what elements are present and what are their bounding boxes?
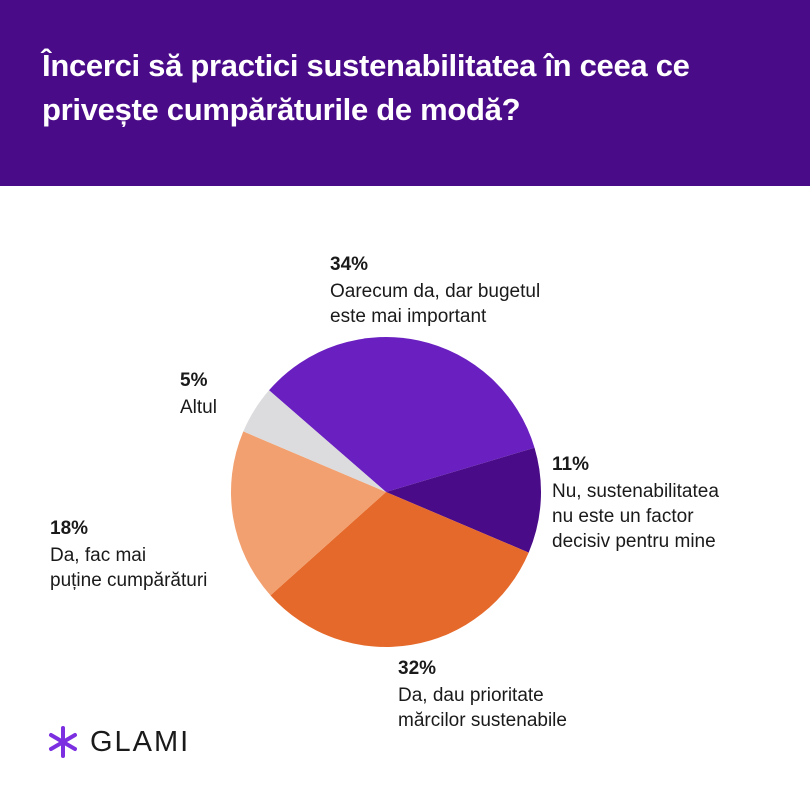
value-label: 11% [552, 454, 589, 475]
brand-name: GLAMI [90, 726, 191, 758]
header-band: Încerci să practici sustenabilitatea în … [0, 0, 810, 186]
value-label: 32% [398, 658, 437, 679]
value-label: 18% [50, 518, 89, 539]
category-label: Da, dau prioritate mărcilor sustenabile [398, 685, 567, 731]
value-label: 34% [330, 254, 369, 275]
pie-slice [386, 447, 541, 553]
slice-label: 18% Da, fac mai puține cumpărături [50, 516, 207, 593]
category-label: Oarecum da, dar bugetul este mai importa… [330, 281, 541, 327]
chart-title: Încerci să practici sustenabilitatea în … [42, 48, 690, 127]
pie-slice [243, 390, 386, 492]
slice-label: 34% Oarecum da, dar bugetul este mai impo… [330, 252, 540, 329]
pie-slice [270, 492, 529, 648]
value-label: 5% [180, 370, 208, 391]
category-label: Altul [180, 397, 217, 418]
category-label: Nu, sustenabilitatea nu este un factor d… [552, 481, 719, 552]
pie-slice [231, 431, 386, 596]
category-label: Da, fac mai puține cumpărături [50, 545, 208, 591]
slice-label: 11% Nu, sustenabilitatea nu este un facto… [552, 452, 719, 554]
slice-label: 32% Da, dau prioritate mărcilor sustenabi… [398, 656, 567, 733]
pie-slice [269, 337, 535, 492]
logo-icon [49, 726, 77, 758]
slice-label: 5% Altul [180, 368, 217, 420]
